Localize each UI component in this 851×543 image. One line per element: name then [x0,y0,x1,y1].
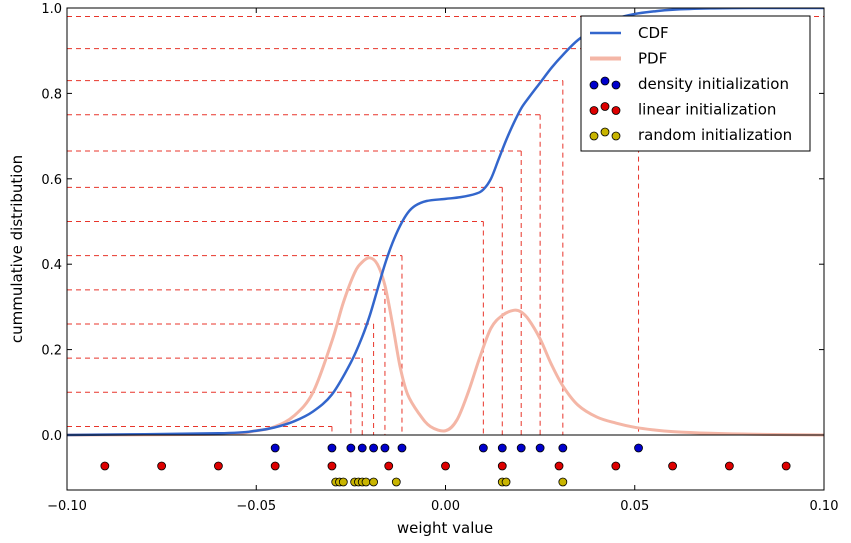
legend-swatch-dot-3 [600,102,610,111]
x-tick-label: 0.10 [810,499,839,514]
y-tick-label: 0.4 [41,258,62,273]
random-dot [501,477,511,487]
density-dot [497,443,507,453]
y-tick-label: 1.0 [41,2,62,17]
legend-swatch-dot-4 [611,131,621,141]
legend-swatch-dot-4 [589,131,599,141]
legend-label-1: PDF [638,50,667,68]
x-axis-label: weight value [397,519,493,537]
axes [66,7,825,491]
y-tick-label: 0.0 [41,429,62,444]
density-dot [558,443,568,453]
linear-dot [157,461,167,471]
linear-dot [554,461,564,471]
linear-dot [781,461,791,471]
y-tick-label: 0.2 [41,344,62,359]
x-tick-label: 0.05 [620,499,649,514]
x-tick-label: −0.05 [236,499,276,514]
linear-dot [441,461,450,471]
legend-swatch-dot-3 [611,106,621,115]
y-tick-label: 0.6 [41,173,62,188]
density-dot [397,443,407,453]
linear-dot [100,461,110,471]
density-dot [369,443,378,453]
legend-swatch-dot-4 [600,127,610,137]
legend-swatch-dot-3 [589,106,599,115]
random-dot [369,477,378,487]
y-tick-label: 0.8 [41,87,62,102]
x-tick-label: −0.10 [47,499,87,514]
density-dot [327,443,337,453]
tick-labels: −0.10 −0.05 0.00 0.05 0.10 0.0 0.2 0.4 0.6 0.8 1.0 [41,2,838,514]
linear-dot [497,461,507,471]
linear-dot [384,461,394,471]
linear-dot [327,461,337,471]
legend-label-2: density initialization [638,75,789,93]
legend-swatch-dot-2 [611,80,621,90]
density-dot [516,443,526,453]
random-dot [361,477,371,487]
initialization-dots [100,443,791,487]
random-dot [391,477,401,487]
density-dot [634,443,643,453]
legend-swatch-dot-2 [589,80,599,90]
density-dot [478,443,488,453]
pdf-series [67,256,824,437]
linear-dot [213,461,223,471]
density-dot [270,443,280,453]
x-tick-label: 0.00 [431,499,460,514]
linear-dot [270,461,280,471]
density-dot [380,443,390,453]
linear-dot [724,461,734,471]
y-axis-label: cummulative distribution [8,155,26,343]
legend: CDF PDF density initialization linear initi… [580,15,811,152]
legend-swatch-dot-2 [600,76,610,86]
random-dot [558,477,568,487]
pdf-line [67,256,824,437]
legend-label-4: random initialization [638,126,792,144]
density-dot [535,443,545,453]
density-dot [346,443,356,453]
legend-label-3: linear initialization [638,101,776,119]
legend-label-0: CDF [638,24,669,42]
linear-dot [668,461,677,471]
density-dot [357,443,367,453]
random-dot [338,477,348,487]
linear-dot [611,461,621,471]
